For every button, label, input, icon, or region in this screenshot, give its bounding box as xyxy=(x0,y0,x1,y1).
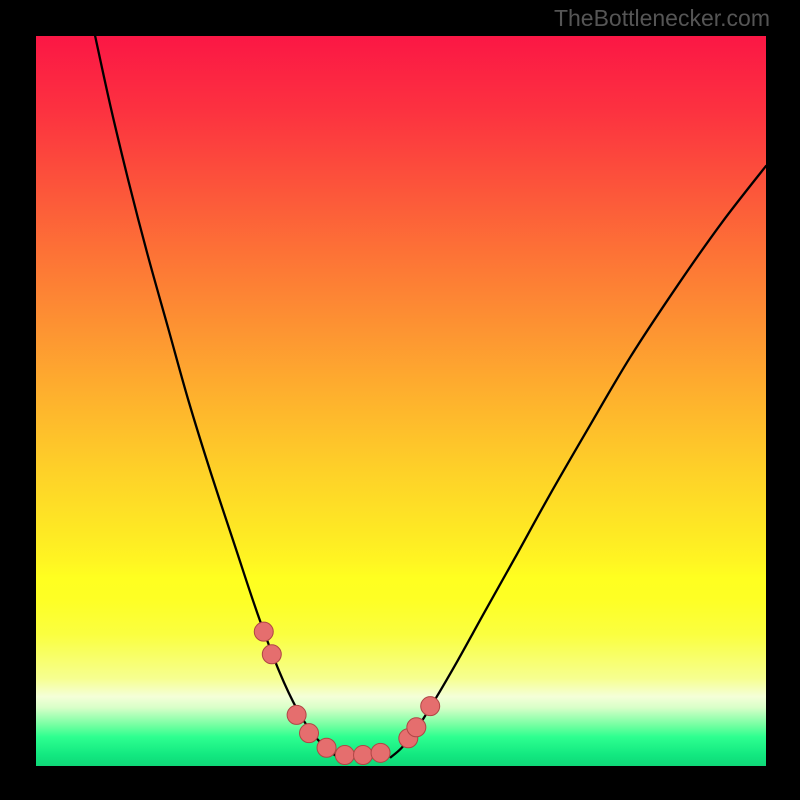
marker-left-1 xyxy=(262,645,281,664)
watermark-text: TheBottlenecker.com xyxy=(554,5,770,32)
marker-bottom-5 xyxy=(371,743,390,762)
marker-bottom-0 xyxy=(287,705,306,724)
marker-bottom-1 xyxy=(300,724,319,743)
bottleneck-plot xyxy=(0,0,800,800)
marker-left-0 xyxy=(254,622,273,641)
marker-right-2 xyxy=(421,697,440,716)
plot-background xyxy=(36,36,766,766)
marker-bottom-2 xyxy=(317,738,336,757)
marker-right-1 xyxy=(407,718,426,737)
marker-bottom-3 xyxy=(335,746,354,765)
marker-bottom-4 xyxy=(354,746,373,765)
